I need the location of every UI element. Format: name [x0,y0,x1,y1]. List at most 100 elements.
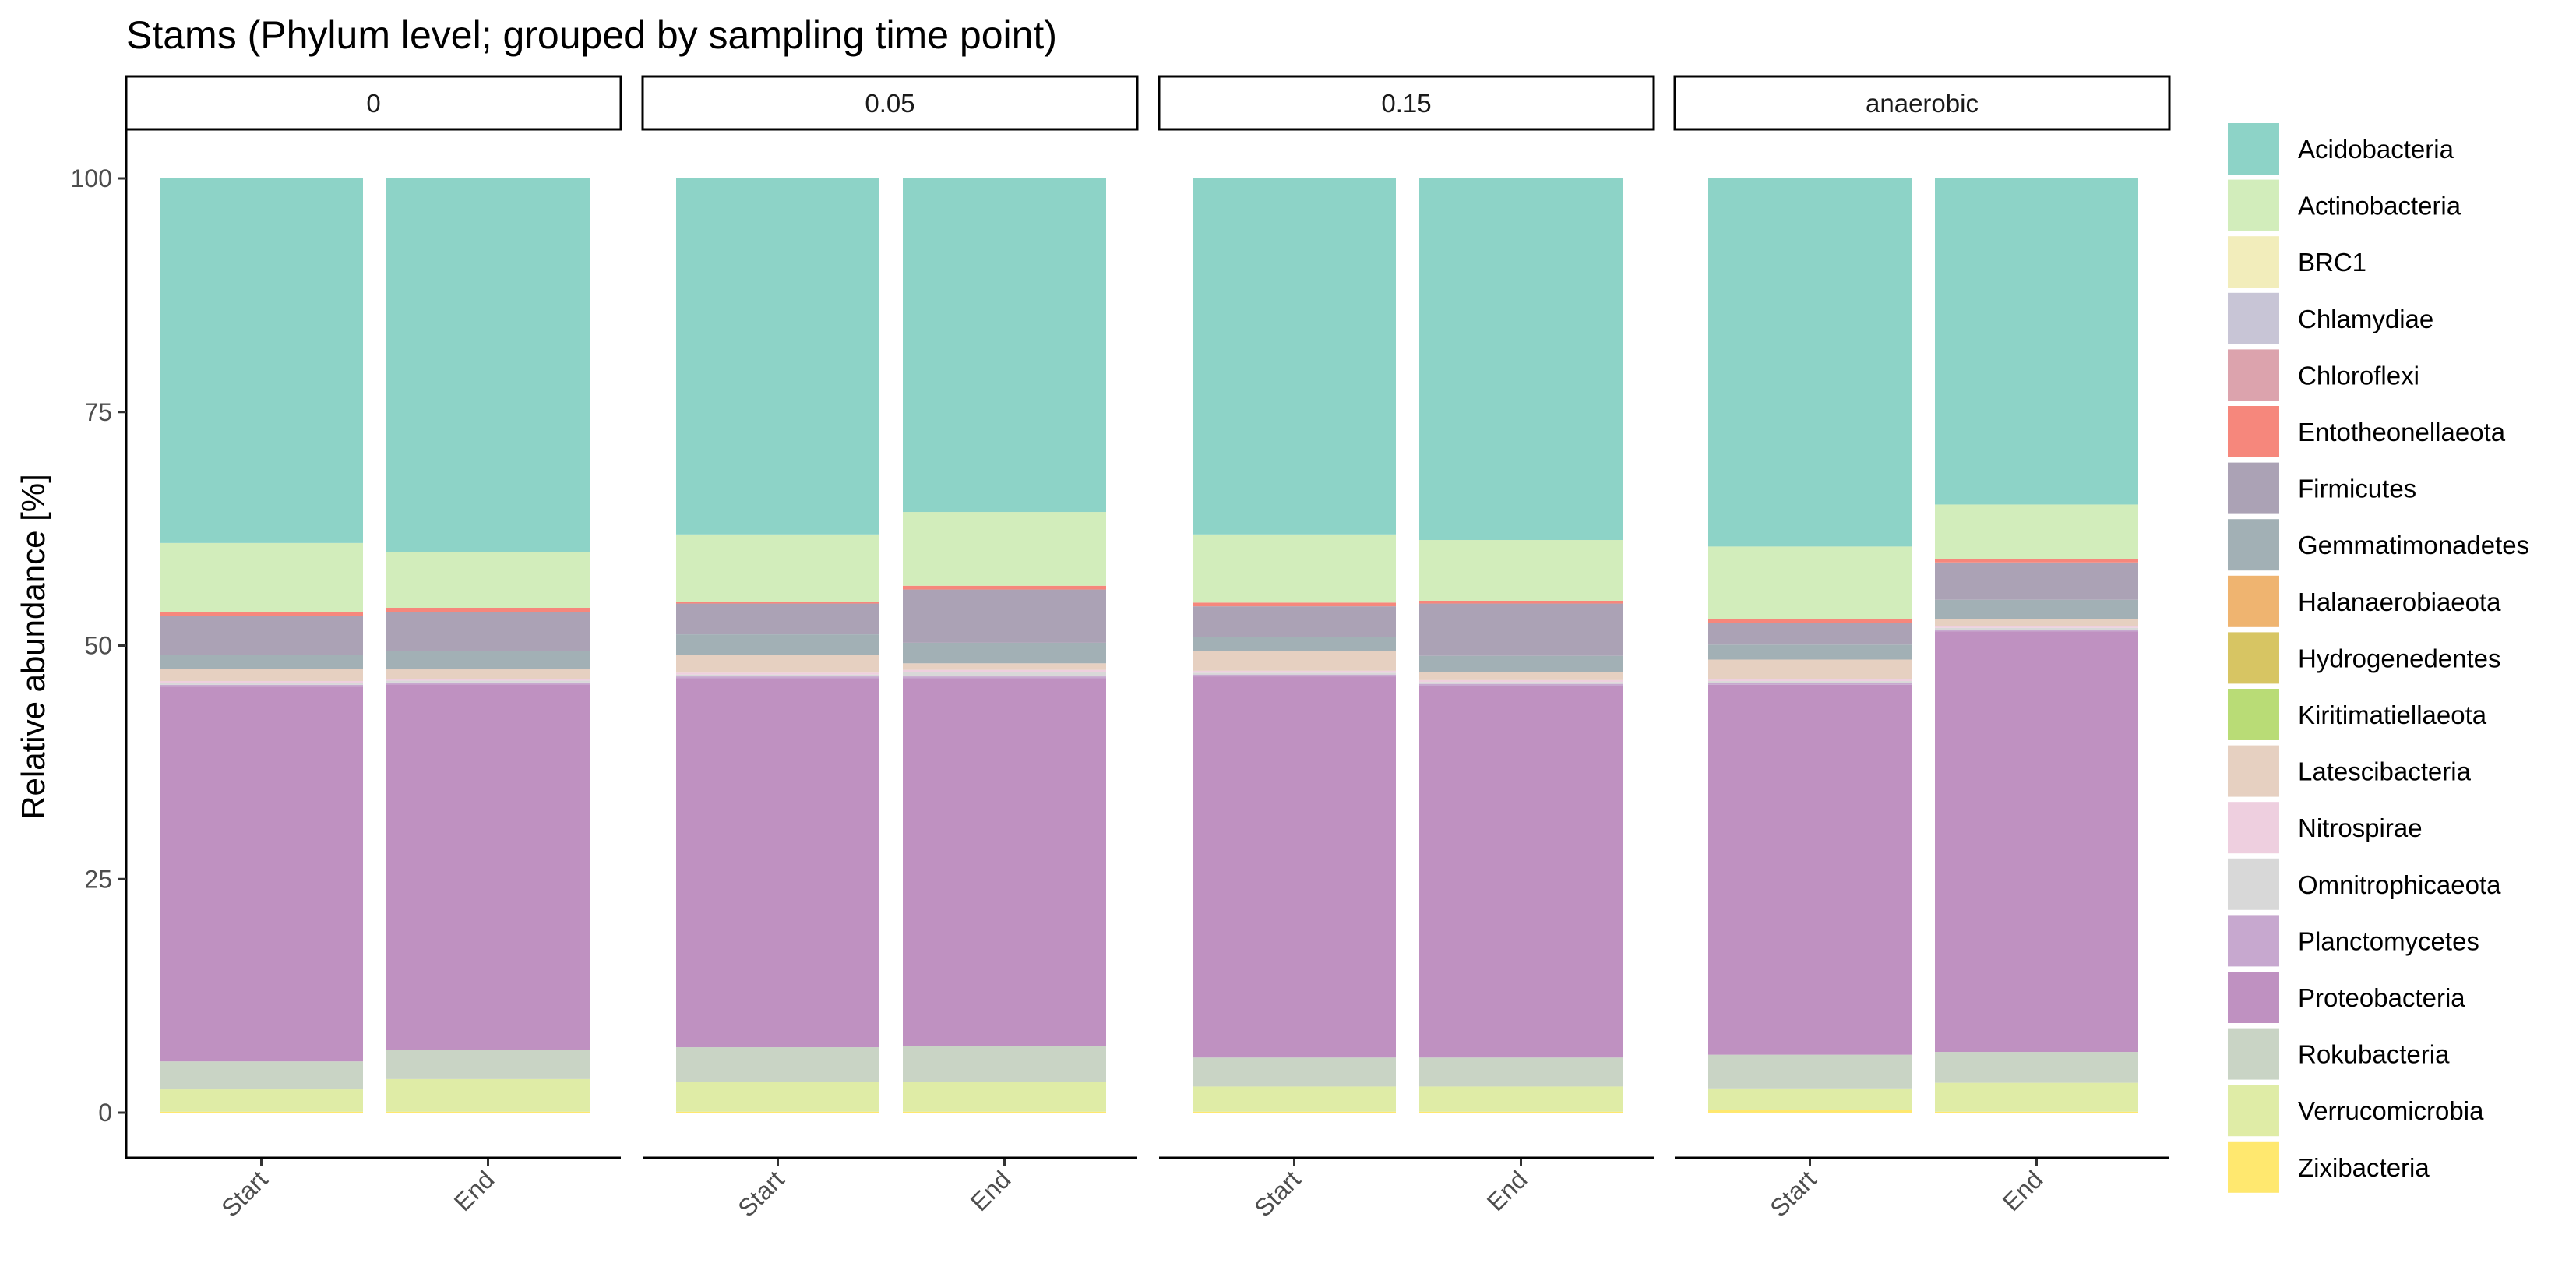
bar-segment-planctomycetes [1419,683,1623,686]
bar-segment-verrucomicrobia [676,1082,879,1112]
bar-segment-planctomycetes [1708,683,1912,685]
legend-item-verrucomicrobia: Verrucomicrobia [2228,1085,2484,1137]
bar-segment-omnitrophicaeota [1708,681,1912,683]
legend-item-kiritimatiellaeota: Kiritimatiellaeota [2228,689,2487,740]
legend-item-omnitrophicaeota: Omnitrophicaeota [2228,858,2501,910]
bar-segment-nitrospirae [903,669,1106,672]
bar-segment-planctomycetes [386,682,590,685]
bar-segment-nitrospirae [160,680,363,683]
facet-strip [641,75,1139,131]
bar-0-end [386,178,590,1113]
legend-item-brc1: BRC1 [2228,236,2366,288]
y-tick-label: 100 [71,164,112,192]
bar-segment-omnitrophicaeota [1419,682,1623,684]
facet-strip-label: 0.15 [1381,89,1431,118]
bar-segment-verrucomicrobia [1935,1082,2138,1112]
bar-segment-actinobacteria [676,534,879,602]
legend-key [2228,179,2279,231]
y-axis: 0 25 50 75 100 [71,130,128,1159]
legend-item-entotheonellaeota: Entotheonellaeota [2228,406,2506,457]
bar-segment-omnitrophicaeota [903,672,1106,677]
bar-segment-zixibacteria [1419,1111,1623,1113]
bar-segment-gemmatimonadetes [676,634,879,655]
legend-item-firmicutes: Firmicutes [2228,462,2416,514]
bar-segment-latescibacteria [1419,672,1623,680]
legend-key [2228,632,2279,684]
bar-segment-nitrospirae [1708,679,1912,682]
bar-segment-actinobacteria [903,512,1106,586]
legend-label: Gemmatimonadetes [2298,531,2529,559]
bar-segment-acidobacteria [1708,178,1912,547]
facet-strip [1673,75,2171,131]
legend-key [2228,689,2279,740]
legend-label: Rokubacteria [2298,1040,2450,1069]
legend-label: Hydrogenedentes [2298,644,2501,672]
bar-segment-actinobacteria [1708,546,1912,619]
bar-segment-gemmatimonadetes [903,642,1106,664]
bar-segment-zixibacteria [1193,1111,1396,1113]
bar-anaerobic-start [1708,178,1912,1113]
x-tick-label: End [965,1165,1017,1216]
bar-segment-proteobacteria [903,678,1106,1046]
bar-segment-zixibacteria [1935,1111,2138,1113]
legend-item-actinobacteria: Actinobacteria [2228,179,2461,231]
bar-segment-entotheonellaeota [1935,558,2138,563]
bar-segment-acidobacteria [1193,178,1396,535]
bar-segment-firmicutes [386,612,590,651]
legend-key [2228,349,2279,401]
legend-key [2228,858,2279,910]
bar-segment-nitrospirae [1193,670,1396,673]
bar-segment-latescibacteria [676,655,879,673]
bar-0-15-end [1419,178,1623,1113]
legend-label: Latescibacteria [2298,757,2472,786]
legend-item-hydrogenedentes: Hydrogenedentes [2228,632,2501,684]
bar-segment-firmicutes [160,616,363,655]
bar-segment-zixibacteria [676,1111,879,1113]
legend-key [2228,236,2279,288]
facet-panel-anaerobic: anaerobic Start End [1673,75,2171,1223]
bar-segment-nitrospirae [386,679,590,681]
x-tick-label: End [449,1165,500,1216]
bar-segment-verrucomicrobia [1193,1086,1396,1112]
x-tick-label: End [1482,1165,1533,1216]
bar-segment-rokubacteria [1935,1052,2138,1083]
bar-segment-acidobacteria [386,178,590,552]
bar-segment-entotheonellaeota [1193,602,1396,607]
legend-item-latescibacteria: Latescibacteria [2228,745,2472,797]
y-tick-label: 0 [98,1099,112,1127]
legend-key [2228,1085,2279,1137]
x-tick-label: Start [216,1165,273,1222]
bar-0-05-start [676,178,879,1113]
bar-segment-acidobacteria [1419,178,1623,541]
bar-segment-latescibacteria [1708,659,1912,679]
chart-title: Stams (Phylum level; grouped by sampling… [126,13,1057,57]
bar-segment-entotheonellaeota [386,607,590,612]
facet-panel-0-15: 0.15 Start End [1158,75,1655,1223]
bar-segment-rokubacteria [903,1046,1106,1082]
bar-segment-latescibacteria [1935,619,2138,626]
bar-segment-verrucomicrobia [1419,1086,1623,1112]
bar-segment-firmicutes [676,603,879,635]
bar-segment-gemmatimonadetes [1708,644,1912,660]
legend-label: Chlamydiae [2298,305,2433,333]
bar-segment-entotheonellaeota [903,585,1106,590]
facet-strip [125,75,622,131]
bar-segment-entotheonellaeota [1419,600,1623,604]
bar-segment-firmicutes [1419,603,1623,656]
bar-segment-rokubacteria [1193,1057,1396,1087]
bar-segment-rokubacteria [386,1050,590,1079]
legend-key [2228,292,2279,344]
legend-key [2228,462,2279,514]
facet-strip-label: anaerobic [1866,89,1979,118]
bar-segment-acidobacteria [160,178,363,543]
legend-label: Nitrospirae [2298,813,2423,842]
legend-label: Halanaerobiaeota [2298,588,2501,616]
bar-segment-gemmatimonadetes [1419,655,1623,672]
legend-label: Entotheonellaeota [2298,418,2506,446]
legend-key [2228,575,2279,627]
legend-item-planctomycetes: Planctomycetes [2228,915,2479,967]
facet-panel-0-05: 0.05 Start End [641,75,1139,1223]
bar-segment-actinobacteria [386,552,590,608]
bar-segment-planctomycetes [1935,630,2138,632]
